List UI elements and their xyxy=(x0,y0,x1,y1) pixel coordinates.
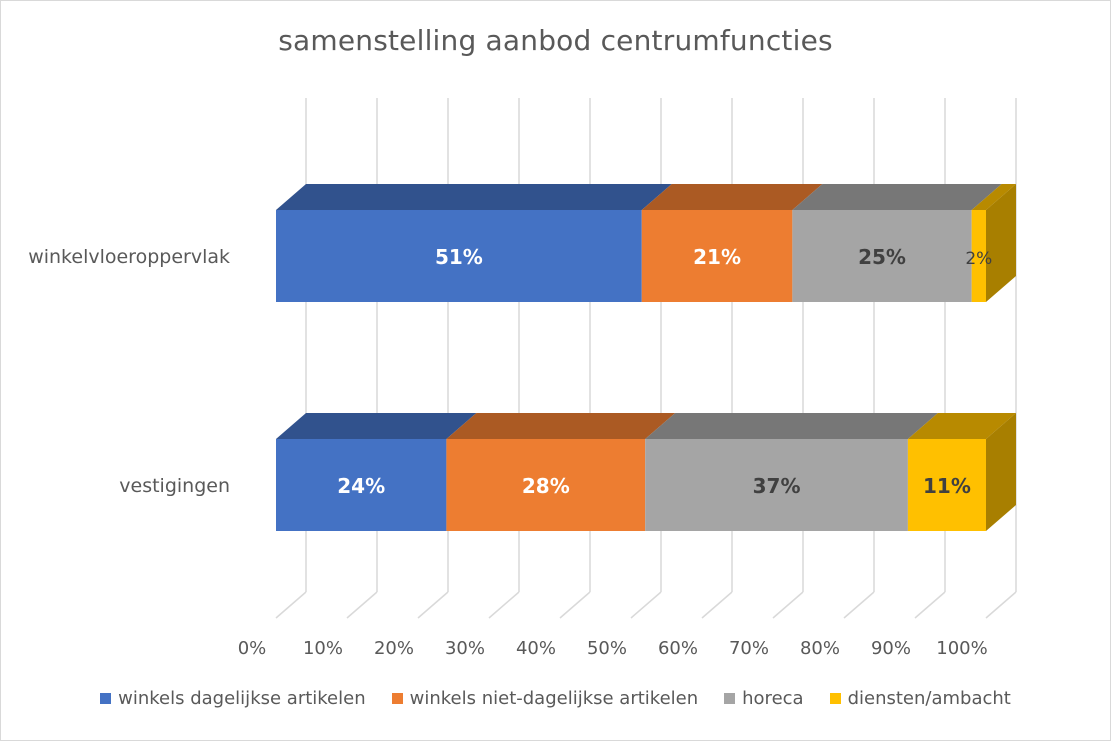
bar-segment-top xyxy=(645,413,938,439)
gridline-floor xyxy=(630,591,662,619)
data-label: 25% xyxy=(858,245,906,269)
legend-item: winkels dagelijkse artikelen xyxy=(100,688,366,709)
bar-segment-top xyxy=(276,413,477,439)
data-label: 37% xyxy=(753,474,801,498)
gridline-floor xyxy=(772,591,804,619)
x-tick-label: 0% xyxy=(238,638,267,659)
legend-item: winkels niet-dagelijkse artikelen xyxy=(391,688,699,709)
legend-swatch xyxy=(829,693,841,704)
legend-label: horeca xyxy=(742,688,804,709)
data-labels: 51% 21% 25% 2% 24% 28% 37% 11% xyxy=(337,245,992,498)
data-label: 24% xyxy=(337,474,385,498)
data-label: 28% xyxy=(522,474,570,498)
x-tick-label: 100% xyxy=(936,638,987,659)
gridline-floor xyxy=(985,591,1017,619)
bar-segment xyxy=(276,439,447,531)
legend-item: diensten/ambacht xyxy=(829,688,1011,709)
gridline-floor xyxy=(843,591,875,619)
bar-segment xyxy=(276,210,642,302)
gridline-floor xyxy=(417,591,449,619)
x-tick-label: 20% xyxy=(374,638,414,659)
bar-segment-top xyxy=(971,184,1016,210)
gridline-floor xyxy=(914,591,946,619)
bar-segment-top xyxy=(641,184,823,210)
data-label: 51% xyxy=(435,245,483,269)
chart-legend: winkels dagelijkse artikelen winkels niet… xyxy=(0,688,1111,709)
gridline-floor xyxy=(275,591,307,619)
legend-swatch xyxy=(724,693,736,704)
category-label: winkelvloeroppervlak xyxy=(28,246,230,268)
bar-segment xyxy=(907,439,986,531)
bar-side xyxy=(986,184,1016,302)
gridline-floor xyxy=(488,591,520,619)
data-label: 2% xyxy=(965,249,992,269)
bar-segment xyxy=(641,210,793,302)
legend-swatch xyxy=(100,693,112,704)
data-label: 21% xyxy=(693,245,741,269)
bar-segment-top xyxy=(907,413,1016,439)
x-tick-label: 40% xyxy=(516,638,556,659)
x-tick-label: 50% xyxy=(587,638,627,659)
bar-side xyxy=(986,413,1016,531)
x-tick-label: 70% xyxy=(729,638,769,659)
bar-segment xyxy=(645,439,908,531)
bar-segment-top xyxy=(446,413,676,439)
bars xyxy=(276,184,1016,531)
axes: 0% 10% 20% 30% 40% 50% 60% 70% 80% 90% 100% winkelv… xyxy=(28,246,988,659)
bar-segment xyxy=(792,210,972,302)
x-tick-label: 80% xyxy=(800,638,840,659)
bar-segment xyxy=(971,210,986,302)
x-tick-label: 90% xyxy=(871,638,911,659)
chart-title: samenstelling aanbod centrumfuncties xyxy=(278,24,833,57)
gridline-floor xyxy=(559,591,591,619)
bar-segment xyxy=(446,439,646,531)
x-tick-label: 60% xyxy=(658,638,698,659)
legend-label: winkels dagelijkse artikelen xyxy=(118,688,366,709)
bar-segment-top xyxy=(792,184,1002,210)
gridlines xyxy=(275,98,1017,619)
legend-label: winkels niet-dagelijkse artikelen xyxy=(409,688,699,709)
data-label: 11% xyxy=(923,474,971,498)
x-tick-label: 10% xyxy=(303,638,343,659)
legend-swatch xyxy=(391,693,403,704)
legend-item: horeca xyxy=(724,688,804,709)
legend-label: diensten/ambacht xyxy=(847,688,1011,709)
gridline-floor xyxy=(701,591,733,619)
x-tick-label: 30% xyxy=(445,638,485,659)
gridline-floor xyxy=(346,591,378,619)
category-label: vestigingen xyxy=(119,475,230,497)
bar-segment-top xyxy=(276,184,672,210)
